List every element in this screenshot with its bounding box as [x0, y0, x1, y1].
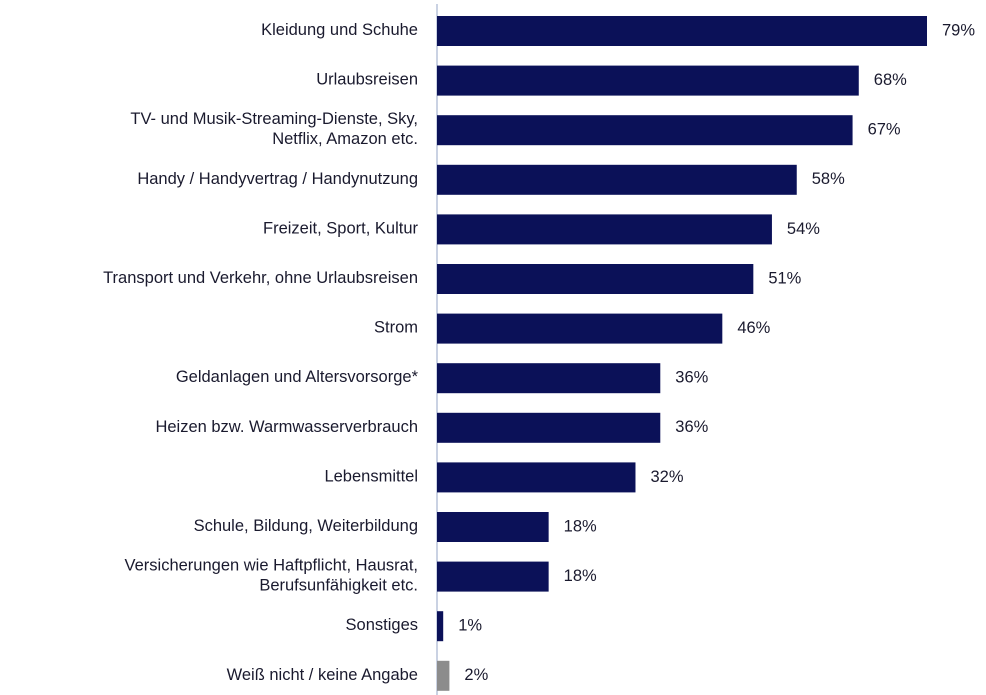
bar [437, 115, 853, 146]
category-label: Heizen bzw. Warmwasserverbrauch [155, 418, 418, 436]
category-label: TV- und Musik-Streaming-Dienste, Sky, Net… [130, 111, 418, 149]
value-label: 1% [458, 617, 482, 635]
category-label: Weiß nicht / keine Angabe [227, 666, 418, 684]
category-label: Lebensmittel [324, 468, 418, 486]
bar [437, 65, 859, 96]
value-label: 58% [812, 170, 845, 188]
category-label: Freizeit, Sport, Kultur [263, 220, 418, 238]
category-label: Sonstiges [346, 617, 418, 635]
category-label-line: Freizeit, Sport, Kultur [263, 220, 418, 238]
category-label-line: Sonstiges [346, 617, 418, 635]
value-label: 36% [675, 369, 708, 387]
bar [437, 164, 797, 195]
value-label: 18% [564, 517, 597, 535]
category-label-line: Berufsunfähigkeit etc. [259, 577, 418, 595]
bar [437, 16, 927, 46]
value-label: 32% [650, 468, 683, 486]
bar [437, 561, 549, 592]
bar [437, 462, 636, 493]
category-label-line: Handy / Handyvertrag / Handynutzung [137, 170, 418, 188]
category-label-line: Versicherungen wie Haftpflicht, Hausrat, [125, 557, 418, 575]
category-label-line: TV- und Musik-Streaming-Dienste, Sky, [130, 111, 418, 129]
bar [437, 660, 450, 691]
category-label: Urlaubsreisen [316, 71, 418, 89]
category-label-line: Transport und Verkehr, ohne Urlaubsreise… [103, 269, 418, 287]
category-label-line: Urlaubsreisen [316, 71, 418, 89]
category-label: Kleidung und Schuhe [261, 21, 418, 39]
category-label: Schule, Bildung, Weiterbildung [194, 517, 418, 535]
bar [437, 313, 723, 344]
category-label-line: Heizen bzw. Warmwasserverbrauch [155, 418, 418, 436]
category-label-line: Netflix, Amazon etc. [272, 131, 418, 149]
value-label: 51% [768, 269, 801, 287]
bar [437, 611, 444, 642]
category-label: Transport und Verkehr, ohne Urlaubsreise… [103, 269, 418, 287]
category-label-line: Kleidung und Schuhe [261, 21, 418, 39]
value-label: 54% [787, 220, 820, 238]
bar [437, 363, 661, 394]
category-label: Strom [374, 319, 418, 337]
value-label: 46% [737, 319, 770, 337]
bar [437, 512, 549, 542]
value-label: 2% [464, 666, 488, 684]
category-label-line: Strom [374, 319, 418, 337]
value-label: 18% [564, 567, 597, 585]
category-label-line: Schule, Bildung, Weiterbildung [194, 517, 418, 535]
value-label: 36% [675, 418, 708, 436]
bar [437, 264, 754, 294]
category-label-line: Weiß nicht / keine Angabe [227, 666, 418, 684]
value-label: 67% [868, 121, 901, 139]
bar [437, 412, 661, 443]
category-label: Geldanlagen und Altersvorsorge* [176, 369, 419, 387]
category-label-line: Lebensmittel [324, 468, 418, 486]
value-label: 68% [874, 71, 907, 89]
category-label: Handy / Handyvertrag / Handynutzung [137, 170, 418, 188]
bar [437, 214, 772, 245]
value-label: 79% [942, 21, 975, 39]
category-label-line: Geldanlagen und Altersvorsorge* [176, 369, 419, 387]
category-label: Versicherungen wie Haftpflicht, Hausrat,… [125, 557, 418, 595]
